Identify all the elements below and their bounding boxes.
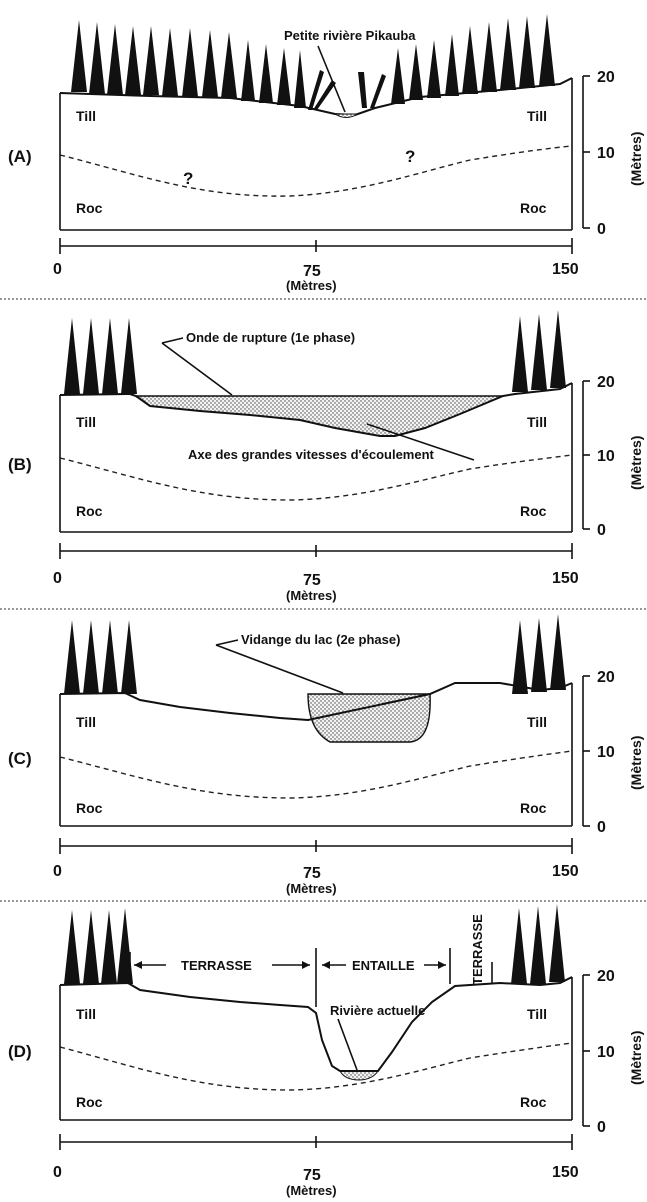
uncertain-contact-mark: ? — [405, 147, 415, 166]
bedrock-contact — [59, 454, 573, 501]
vertical-tick-label: 10 — [597, 145, 615, 162]
horizontal-tick-label: 75 — [303, 572, 321, 589]
vertical-axis-label: (Mètres) — [628, 132, 644, 186]
river-water — [333, 113, 360, 118]
bedrock-contact — [59, 750, 573, 799]
panel-label: (A) — [8, 147, 32, 166]
till-label-left: Till — [76, 1006, 96, 1022]
river-name-label: Petite rivière Pikauba — [284, 28, 416, 43]
horizontal-tick-label: 0 — [53, 1164, 62, 1181]
panel-b: (B) Till Till Roc Roc Onde de rupture (1… — [8, 310, 644, 603]
horizontal-axis-label: (Mètres) — [286, 881, 337, 896]
roc-label-right: Roc — [520, 200, 547, 216]
horizontal-axis-label: (Mètres) — [286, 278, 337, 293]
lake-drainage-leader — [215, 639, 239, 646]
horizontal-tick-label: 75 — [303, 865, 321, 882]
horizontal-tick-label: 150 — [552, 261, 579, 278]
horizontal-tick-label: 150 — [552, 1164, 579, 1181]
ground-surface — [59, 382, 573, 437]
vertical-tick-label: 10 — [597, 744, 615, 761]
roc-label-right: Roc — [520, 1094, 547, 1110]
horizontal-tick-label: 0 — [53, 863, 62, 880]
velocity-axis-pointer — [366, 423, 475, 461]
flood-wave-pointer — [161, 342, 233, 396]
till-label-left: Till — [76, 714, 96, 730]
bedrock-contact — [59, 1042, 573, 1091]
velocity-axis-label: Axe des grandes vitesses d'écoulement — [188, 447, 435, 462]
vertical-tick-label: 20 — [597, 374, 615, 391]
lake-drainage-pointer — [215, 644, 344, 694]
dimension-arrow — [322, 961, 330, 969]
vertical-tick-label: 0 — [597, 1119, 606, 1136]
forest-trees — [64, 310, 566, 394]
horizontal-tick-label: 0 — [53, 261, 62, 278]
flood-wave-label: Onde de rupture (1e phase) — [186, 330, 355, 345]
panel-c: (C) Till Till Roc Roc Vidange du lac (2e… — [8, 614, 644, 896]
horizontal-tick-label: 150 — [552, 570, 579, 587]
roc-label-right: Roc — [520, 503, 547, 519]
bedrock-contact — [59, 145, 573, 197]
roc-label-left: Roc — [76, 200, 103, 216]
terrace-label: TERRASSE — [181, 958, 252, 973]
lake-drainage — [307, 693, 431, 743]
horizontal-tick-label: 150 — [552, 863, 579, 880]
incision-label: ENTAILLE — [352, 958, 415, 973]
horizontal-axis-label: (Mètres) — [286, 1183, 337, 1198]
vertical-tick-label: 0 — [597, 221, 606, 238]
vertical-tick-label: 0 — [597, 522, 606, 539]
uncertain-contact-mark: ? — [183, 169, 193, 188]
panel-label: (B) — [8, 455, 32, 474]
forest-trees — [64, 904, 565, 984]
vertical-axis-label: (Mètres) — [628, 736, 644, 790]
vertical-tick-label: 20 — [597, 69, 615, 86]
river-pointer — [317, 45, 346, 113]
panel-label: (D) — [8, 1042, 32, 1061]
flood-wave-leader — [161, 337, 184, 344]
vertical-axis-label: (Mètres) — [628, 1031, 644, 1085]
river-water — [339, 1070, 379, 1081]
horizontal-tick-label: 75 — [303, 1167, 321, 1184]
lake-drainage-label: Vidange du lac (2e phase) — [241, 632, 400, 647]
vertical-axis-label: (Mètres) — [628, 436, 644, 490]
till-label-right: Till — [527, 714, 547, 730]
forest-trees — [71, 14, 555, 110]
vertical-tick-label: 10 — [597, 448, 615, 465]
till-label-right: Till — [527, 1006, 547, 1022]
roc-label-left: Roc — [76, 1094, 103, 1110]
roc-label-right: Roc — [520, 800, 547, 816]
dimension-arrow — [438, 961, 446, 969]
till-label-right: Till — [527, 108, 547, 124]
current-river-label: Rivière actuelle — [330, 1003, 425, 1018]
till-label-left: Till — [76, 414, 96, 430]
horizontal-tick-label: 75 — [303, 263, 321, 280]
terrace-label-vertical: TERRASSE — [470, 914, 485, 985]
horizontal-tick-label: 0 — [53, 570, 62, 587]
till-label-right: Till — [527, 414, 547, 430]
panel-label: (C) — [8, 749, 32, 768]
forest-trees — [64, 614, 566, 694]
vertical-tick-label: 20 — [597, 669, 615, 686]
panel-a: (A) Till Till Roc Roc Petite rivière Pik… — [8, 14, 644, 293]
roc-label-left: Roc — [76, 503, 103, 519]
roc-label-left: Roc — [76, 800, 103, 816]
vertical-tick-label: 0 — [597, 819, 606, 836]
flood-wave — [136, 396, 503, 436]
vertical-tick-label: 20 — [597, 968, 615, 985]
current-river-pointer — [337, 1018, 358, 1071]
dimension-arrow — [302, 961, 310, 969]
horizontal-axis-label: (Mètres) — [286, 588, 337, 603]
dimension-arrow — [134, 961, 142, 969]
till-label-left: Till — [76, 108, 96, 124]
vertical-tick-label: 10 — [597, 1044, 615, 1061]
panel-d: (D) Till Till Roc Roc TERRASSE ENTAILLE … — [8, 904, 644, 1198]
